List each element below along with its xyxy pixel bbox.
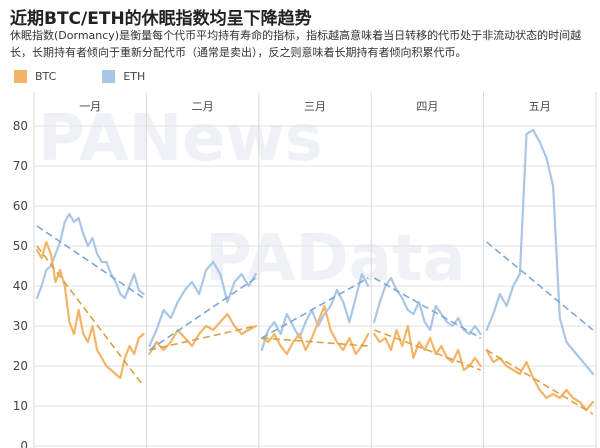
series-line-btc: [260, 304, 370, 356]
series-line-eth: [260, 272, 370, 352]
watermark-panews: PANews: [38, 102, 323, 176]
panel-1: 一月: [35, 100, 145, 387]
month-label: 四月: [416, 100, 438, 113]
trend-line-btc: [486, 349, 594, 415]
legend-swatch-btc: [14, 70, 27, 83]
month-label: 五月: [529, 100, 551, 113]
month-label: 二月: [192, 100, 214, 113]
trend-line-eth: [261, 277, 369, 339]
grid-layer: 0 10 20 30 40 50 60 70 80: [13, 92, 597, 448]
legend-item-btc: BTC: [14, 70, 56, 83]
panel-layer: 一月 二月 三月 四月 五月: [35, 100, 595, 415]
series-line-btc: [373, 324, 482, 372]
y-tick-label: 40: [13, 279, 28, 293]
series-line-btc: [35, 240, 145, 380]
y-tick-label: 30: [13, 319, 28, 333]
series-line-btc: [485, 348, 595, 412]
chart-title: 近期BTC/ETH的休眠指数均呈下降趋势: [10, 9, 312, 29]
legend-label-btc: BTC: [35, 70, 57, 83]
panel-3: 三月: [260, 100, 370, 356]
chart-subtitle: 休眠指数(Dormancy)是衡量每个代币平均持有寿命的指标，指标越高意味着当日…: [10, 29, 582, 59]
legend-swatch-eth: [102, 70, 116, 83]
series-line-btc: [148, 312, 257, 356]
y-tick-label: 80: [13, 119, 28, 133]
trend-line-eth: [373, 277, 481, 339]
y-tick-label: 10: [13, 399, 28, 413]
watermark-padata: PAData: [205, 222, 466, 296]
trend-line-eth: [486, 241, 594, 331]
trend-line-btc: [373, 329, 481, 371]
series-line-eth: [485, 128, 595, 376]
y-tick-label: 50: [13, 239, 28, 253]
legend-item-eth: ETH: [102, 70, 145, 83]
month-label: 三月: [304, 100, 326, 113]
panel-2: 二月: [148, 100, 257, 356]
legend: BTC ETH: [14, 70, 145, 83]
series-line-eth: [148, 260, 257, 348]
y-tick-label: 60: [13, 199, 28, 213]
legend-label-eth: ETH: [123, 70, 146, 83]
panel-5: 五月: [485, 100, 595, 415]
month-label: 一月: [79, 100, 101, 113]
trend-line-btc: [149, 325, 256, 351]
trend-line-btc: [36, 245, 145, 387]
y-tick-label: 20: [13, 359, 28, 373]
y-tick-label: 70: [13, 159, 28, 173]
y-tick-label: 0: [20, 439, 28, 448]
trend-line-btc: [261, 337, 369, 347]
panel-4: 四月: [373, 100, 482, 372]
watermark-layer: PANews PAData: [38, 102, 466, 296]
series-line-eth: [35, 212, 145, 300]
